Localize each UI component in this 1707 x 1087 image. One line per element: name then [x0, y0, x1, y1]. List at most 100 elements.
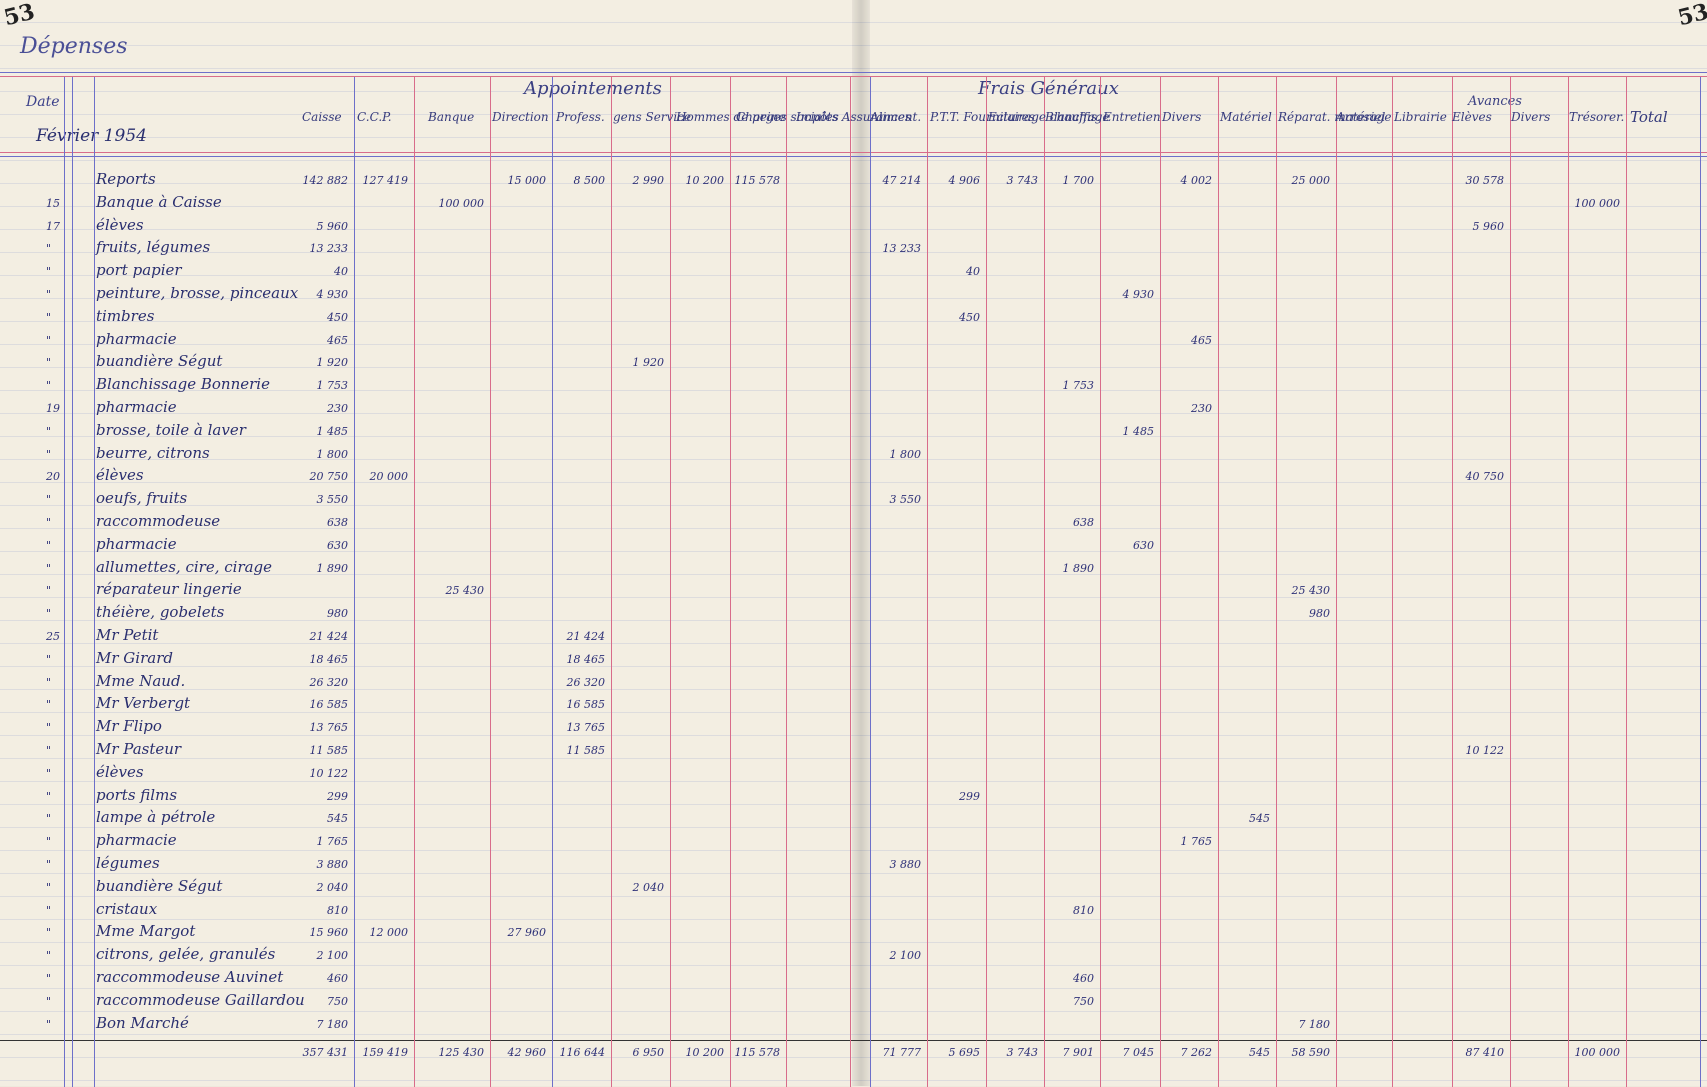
cell-profess: 13 765 [566, 721, 606, 735]
cell-banque: 25 430 [445, 584, 485, 598]
book-spine [852, 0, 870, 1086]
row-description: légumes [96, 854, 160, 872]
cell-blanchis: 1 753 [1062, 379, 1095, 393]
total-gens: 6 950 [632, 1046, 665, 1059]
total-profess: 116 644 [559, 1046, 606, 1059]
column-header: Blanchis. [1045, 110, 1101, 124]
cell-direction: 15 000 [507, 174, 547, 187]
cell-divers: 230 [1191, 402, 1212, 415]
row-description: pharmacie [96, 329, 177, 348]
cell-direction: 27 960 [507, 926, 547, 940]
column-rule [64, 77, 65, 1087]
row-description: Mr Flipo [96, 717, 162, 736]
cell-aliment: 13 233 [882, 242, 922, 256]
ledger-title: Dépenses [20, 34, 128, 59]
total-banque: 125 430 [438, 1046, 485, 1059]
cell-caisse: 299 [327, 789, 348, 803]
cell-profess: 11 585 [566, 744, 606, 757]
row-description: buandière Ségut [96, 352, 223, 371]
column-rule [1100, 77, 1101, 1087]
cell-blanchis: 810 [1073, 903, 1094, 917]
row-description: Mr Verbergt [96, 694, 191, 713]
total-eleves: 87 410 [1465, 1046, 1505, 1059]
group-header-frais-generaux: Frais Généraux [978, 78, 1119, 99]
cell-reparat: 7 180 [1298, 1017, 1331, 1031]
row-date: " [46, 1017, 52, 1031]
cell-caisse: 7 180 [316, 1017, 349, 1031]
total-materiel: 545 [1249, 1046, 1270, 1059]
cell-aliment: 1 800 [889, 447, 922, 461]
group-header-appointements: Appointements [524, 78, 662, 99]
row-date: " [46, 744, 52, 757]
row-description: Mr Girard [96, 648, 173, 667]
column-rule [1218, 77, 1219, 1087]
cell-gens: 2 990 [632, 174, 665, 187]
cell-caisse: 450 [327, 310, 348, 324]
cell-blanchis: 638 [1073, 516, 1094, 529]
total-eclairage: 3 743 [1006, 1046, 1039, 1059]
column-header: Elèves [1452, 110, 1492, 124]
cell-profess: 16 585 [566, 698, 606, 712]
row-description: allumettes, cire, cirage [96, 557, 273, 576]
column-header: Banque [428, 110, 475, 124]
column-rule [1392, 77, 1393, 1087]
cell-charges: 115 578 [734, 174, 781, 187]
row-date: " [46, 447, 52, 461]
cell-ptt: 450 [959, 310, 980, 324]
column-rule [986, 77, 987, 1087]
cell-caisse: 40 [334, 265, 348, 279]
total-tresor: 100 000 [1574, 1046, 1621, 1059]
row-date: " [46, 379, 52, 393]
cell-caisse: 26 320 [309, 675, 349, 689]
column-header: gens Service [613, 110, 691, 124]
row-description: Mme Margot [96, 922, 196, 941]
row-date: " [46, 766, 52, 780]
row-date: " [46, 903, 52, 917]
row-date: " [46, 812, 52, 826]
column-rule [730, 77, 731, 1087]
row-date: " [46, 926, 52, 940]
column-header: Matériel [1220, 110, 1272, 124]
cell-aliment: 47 214 [882, 174, 922, 187]
column-rule [1510, 77, 1511, 1087]
row-date: " [46, 493, 52, 507]
column-rule [1452, 77, 1453, 1087]
cell-caisse: 1 890 [316, 561, 349, 575]
cell-blanchis: 1 890 [1062, 561, 1095, 575]
row-date: 20 [46, 470, 60, 484]
row-description: lampe à pétrole [96, 808, 216, 827]
cell-caisse: 2 100 [316, 949, 349, 963]
row-date: " [46, 698, 52, 712]
column-header: Divers [1162, 110, 1202, 124]
column-rule [870, 77, 871, 1087]
cell-caisse: 1 753 [316, 379, 349, 393]
column-rule [354, 77, 355, 1087]
row-date: " [46, 607, 52, 621]
cell-reparat: 980 [1309, 607, 1330, 621]
cell-caisse: 15 960 [309, 926, 349, 940]
column-rule [1336, 77, 1337, 1087]
total-blanchis: 7 901 [1062, 1046, 1095, 1059]
cell-caisse: 21 424 [309, 630, 349, 643]
cell-caisse: 10 122 [309, 766, 349, 780]
total-aliment: 71 777 [882, 1046, 922, 1059]
column-header: Total [1630, 108, 1668, 126]
totals-rule [0, 1040, 1707, 1041]
column-rule [552, 77, 553, 1087]
row-description: peinture, brosse, pinceaux [96, 284, 299, 302]
cell-caisse: 4 930 [316, 288, 349, 301]
total-caisse: 357 431 [302, 1046, 349, 1059]
row-date: " [46, 675, 52, 689]
total-entretien: 7 045 [1122, 1046, 1155, 1059]
cell-entretien: 1 485 [1122, 424, 1155, 438]
row-date: " [46, 835, 52, 849]
cell-caisse: 16 585 [309, 698, 349, 712]
cell-divers: 4 002 [1180, 174, 1213, 187]
column-header: Profess. [556, 110, 605, 124]
cell-caisse: 3 880 [316, 858, 349, 871]
column-header: Divers [1511, 110, 1551, 124]
cell-entretien: 4 930 [1122, 288, 1155, 301]
cell-caisse: 3 550 [316, 493, 349, 507]
column-rule [850, 77, 851, 1087]
top-rule-red [0, 76, 1707, 77]
